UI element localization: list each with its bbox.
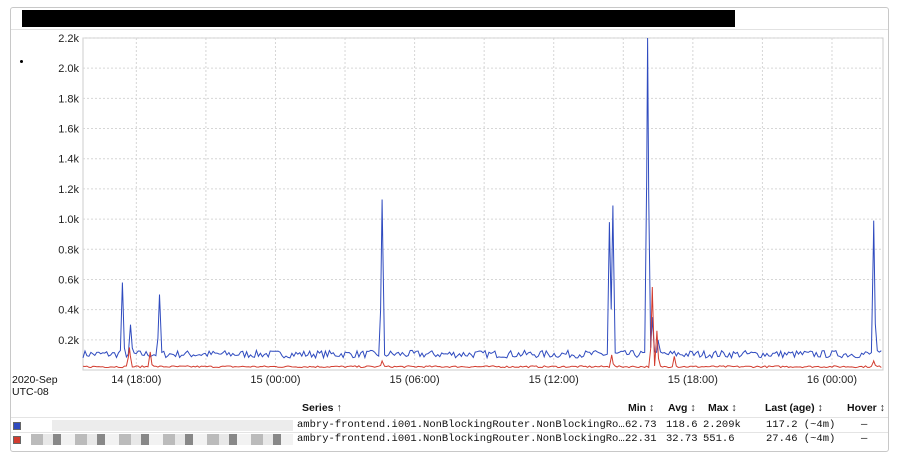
legend-row[interactable]: ambry-frontend.i001.NonBlockingRouter.No… xyxy=(11,433,888,446)
legend-header-divider xyxy=(11,417,888,418)
series-line-0 xyxy=(82,37,882,360)
legend-avg: 118.6 xyxy=(666,419,698,431)
x-tick-label: 16 (00:00) xyxy=(807,374,857,386)
y-tick-label: 1.2k xyxy=(58,184,79,196)
legend-header-series[interactable]: Series ↑ xyxy=(302,402,342,414)
x-axis-timezone: UTC-08 xyxy=(12,386,49,398)
y-tick-label: 1.0k xyxy=(58,214,79,226)
x-axis-ticks: 14 (18:00) 15 (00:00) 15 (06:00) 15 (12:00)… xyxy=(111,374,857,386)
x-tick-label: 15 (00:00) xyxy=(250,374,300,386)
legend-last: 117.2 (~4m) xyxy=(766,419,836,431)
redacted-host xyxy=(31,420,293,431)
legend-header-avg[interactable]: Avg ↕ xyxy=(668,402,696,414)
series-lines xyxy=(82,37,882,369)
y-axis-ticks: 0.2k 0.4k 0.6k 0.8k 1.0k 1.2k 1.4k 1.6k 1.8k 2.0k… xyxy=(58,33,79,347)
legend-header-min[interactable]: Min ↕ xyxy=(628,402,655,414)
x-axis-month: 2020-Sep xyxy=(12,374,58,386)
x-tick-label: 15 (12:00) xyxy=(529,374,579,386)
plot-area xyxy=(82,37,884,371)
redacted-host xyxy=(31,434,293,445)
legend-hover: — xyxy=(861,433,868,445)
legend-avg: 32.73 xyxy=(666,433,698,445)
x-axis-date-label: 2020-Sep UTC-08 xyxy=(12,374,58,398)
y-tick-label: 0.6k xyxy=(58,274,79,286)
line-chart[interactable]: 0.2k 0.4k 0.6k 0.8k 1.0k 1.2k 1.4k 1.6k 1.8k 2.0k… xyxy=(0,0,900,400)
y-tick-label: 1.6k xyxy=(58,124,79,136)
menu-dot-icon[interactable] xyxy=(20,60,23,63)
legend-series-name: ambry-frontend.i001.NonBlockingRouter.No… xyxy=(297,419,625,431)
series-color-swatch[interactable] xyxy=(13,422,21,430)
legend-max: 551.6 xyxy=(703,433,735,445)
legend-min: 62.73 xyxy=(625,419,657,431)
y-tick-label: 0.2k xyxy=(58,335,79,347)
series-color-swatch[interactable] xyxy=(13,436,21,444)
y-tick-label: 0.4k xyxy=(58,305,79,317)
y-tick-label: 2.0k xyxy=(58,63,79,75)
x-tick-label: 14 (18:00) xyxy=(111,374,161,386)
series-line-1 xyxy=(82,286,882,369)
legend-last: 27.46 (~4m) xyxy=(766,433,836,445)
y-tick-label: 0.8k xyxy=(58,244,79,256)
y-tick-label: 2.2k xyxy=(58,33,79,45)
x-tick-label: 15 (18:00) xyxy=(668,374,718,386)
legend-series-name: ambry-frontend.i001.NonBlockingRouter.No… xyxy=(297,433,625,445)
legend-min: 22.31 xyxy=(625,433,657,445)
title-divider xyxy=(11,29,888,30)
legend-header-max[interactable]: Max ↕ xyxy=(708,402,737,414)
legend-max: 2.209k xyxy=(703,419,741,431)
legend-row-divider xyxy=(11,432,888,433)
legend-row[interactable]: ambry-frontend.i001.NonBlockingRouter.No… xyxy=(11,419,888,432)
legend-hover: — xyxy=(861,419,868,431)
redacted-title xyxy=(22,10,735,27)
legend-header-hover[interactable]: Hover ↕ xyxy=(847,402,885,414)
legend-header-last[interactable]: Last (age) ↕ xyxy=(765,402,823,414)
y-tick-label: 1.8k xyxy=(58,93,79,105)
y-tick-label: 1.4k xyxy=(58,154,79,166)
grid-lines xyxy=(83,37,883,370)
x-tick-label: 15 (06:00) xyxy=(390,374,440,386)
